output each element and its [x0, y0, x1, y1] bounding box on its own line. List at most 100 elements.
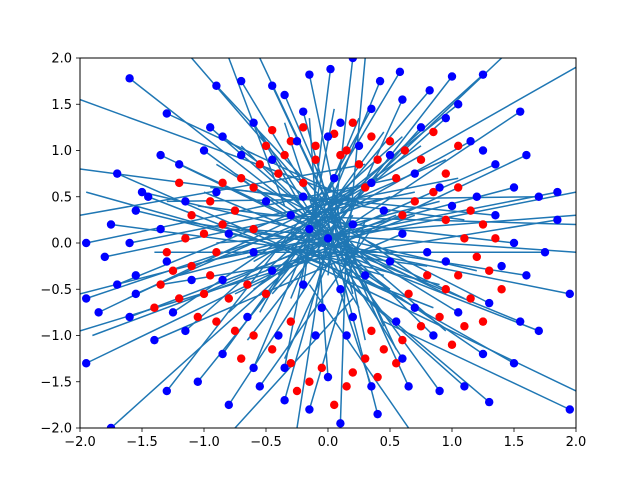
- red-point: [497, 285, 506, 294]
- red-point: [416, 322, 426, 331]
- blue-point: [326, 64, 335, 74]
- y-tick-label: 2.0: [51, 52, 72, 67]
- x-tick-label: 1.0: [442, 435, 463, 450]
- y-tick-label: 0.5: [51, 190, 72, 205]
- blue-point: [299, 107, 308, 116]
- red-point: [367, 132, 376, 141]
- line-segment: [191, 163, 496, 300]
- red-point: [249, 183, 258, 192]
- blue-point: [361, 271, 370, 280]
- blue-point: [354, 141, 364, 151]
- blue-point: [454, 308, 463, 317]
- plot-area: [80, 58, 576, 428]
- blue-point: [348, 58, 357, 63]
- red-point: [447, 340, 457, 349]
- red-point: [249, 331, 258, 340]
- red-point: [206, 197, 215, 206]
- red-point: [454, 141, 463, 151]
- red-point: [460, 234, 469, 243]
- red-point: [237, 354, 246, 363]
- blue-point: [323, 234, 333, 243]
- line-segment: [246, 76, 453, 341]
- y-tick-label: −1.0: [40, 329, 72, 344]
- blue-point: [385, 257, 395, 266]
- blue-point: [425, 86, 434, 95]
- red-point: [299, 123, 308, 132]
- blue-point: [311, 331, 320, 340]
- blue-point: [410, 303, 419, 312]
- line-segment: [383, 320, 571, 411]
- red-point: [348, 368, 357, 377]
- blue-point: [82, 238, 91, 248]
- red-point: [373, 155, 382, 164]
- red-point: [478, 220, 488, 229]
- blue-point: [292, 137, 302, 146]
- red-point: [478, 317, 488, 326]
- red-point: [416, 155, 426, 164]
- red-point: [187, 261, 196, 271]
- blue-point: [429, 331, 438, 340]
- red-point: [429, 127, 438, 137]
- red-point: [466, 206, 475, 215]
- x-tick-label: −1.5: [126, 435, 158, 450]
- blue-point: [237, 76, 246, 86]
- blue-point: [447, 201, 457, 211]
- blue-point: [237, 150, 246, 160]
- blue-point: [187, 275, 196, 285]
- blue-point: [447, 72, 457, 81]
- line-segment: [179, 186, 515, 277]
- blue-point: [404, 382, 413, 391]
- red-point: [361, 183, 370, 192]
- blue-point: [509, 183, 519, 192]
- blue-point: [441, 113, 450, 123]
- line-segment: [296, 187, 335, 428]
- blue-point: [305, 405, 314, 414]
- red-point: [187, 211, 196, 220]
- blue-point: [280, 90, 289, 100]
- red-point: [181, 234, 190, 243]
- line-segment: [345, 58, 366, 262]
- red-point: [354, 160, 364, 169]
- blue-point: [113, 280, 122, 289]
- blue-point: [379, 206, 388, 215]
- red-point: [224, 294, 233, 303]
- red-point: [472, 252, 481, 262]
- blue-point: [218, 132, 227, 141]
- blue-point: [395, 67, 405, 77]
- blue-point: [181, 326, 190, 336]
- y-axis: −2.0 −1.5 −1.0 −0.5 0.0 0.5 1.0 1.5 2.0: [40, 52, 80, 437]
- red-point: [385, 137, 395, 146]
- blue-point: [212, 81, 221, 90]
- red-point: [237, 174, 246, 183]
- blue-point: [367, 382, 376, 391]
- x-tick-label: 0.5: [380, 435, 401, 450]
- red-point: [491, 234, 500, 243]
- blue-point: [131, 271, 140, 280]
- blue-point: [336, 118, 345, 127]
- blue-point: [261, 197, 271, 206]
- blue-point: [553, 187, 562, 197]
- red-point: [398, 335, 407, 345]
- blue-point: [478, 70, 488, 79]
- red-point: [317, 363, 326, 373]
- red-point: [212, 248, 221, 257]
- line-segment: [290, 233, 540, 332]
- red-point: [286, 137, 295, 146]
- line-segment: [253, 111, 521, 290]
- blue-point: [156, 150, 165, 160]
- blue-point: [373, 409, 382, 419]
- red-point: [286, 317, 295, 326]
- blue-point: [491, 160, 500, 169]
- line-segment: [259, 131, 404, 360]
- blue-point: [478, 146, 488, 155]
- red-point: [218, 178, 227, 188]
- blue-point: [137, 187, 147, 197]
- red-point: [156, 280, 165, 289]
- blue-point: [398, 229, 407, 238]
- line-segment: [234, 172, 490, 304]
- blue-point: [243, 312, 252, 322]
- blue-point: [299, 192, 308, 201]
- blue-point: [162, 257, 171, 266]
- red-point: [454, 183, 463, 192]
